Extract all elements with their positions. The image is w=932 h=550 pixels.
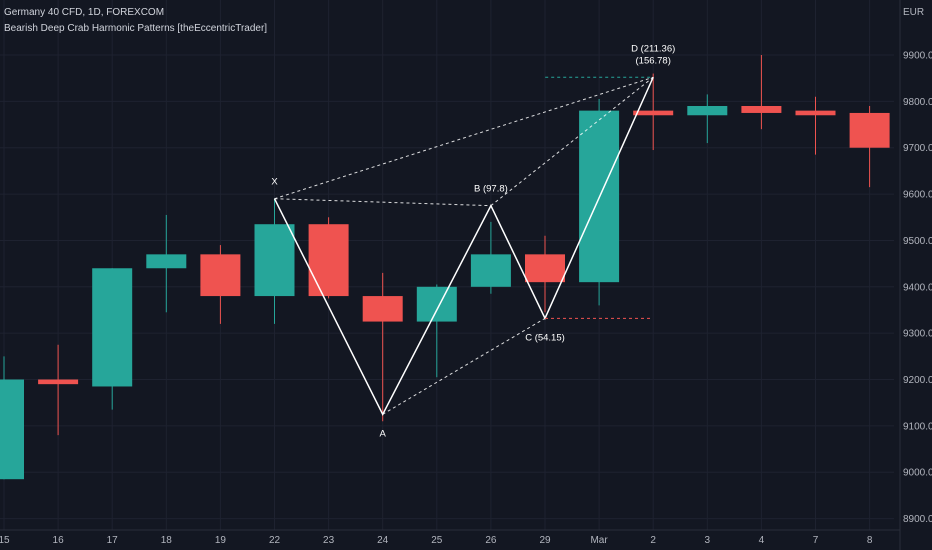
price-tick-label: 9500.0 bbox=[903, 236, 932, 247]
price-grid bbox=[0, 0, 894, 530]
candle-body bbox=[308, 224, 349, 297]
time-tick-label: 18 bbox=[161, 535, 173, 546]
candle-body bbox=[92, 268, 133, 387]
time-axis[interactable]: 15 16 17 18 19 22 23 24 25 26 29 Mar 2 3 4 7 8 bbox=[0, 529, 900, 546]
pattern-dashed-connector bbox=[274, 76, 654, 200]
time-tick-label: 25 bbox=[431, 535, 443, 546]
time-tick-label: 24 bbox=[377, 535, 389, 546]
candle-body bbox=[470, 254, 511, 287]
price-axis[interactable]: 8800.08900.09000.09100.09200.09300.09400… bbox=[899, 0, 932, 550]
candle-body bbox=[0, 379, 24, 480]
time-tick-label: 26 bbox=[485, 535, 497, 546]
time-tick-label: 3 bbox=[705, 535, 711, 546]
candle-body bbox=[633, 110, 674, 116]
time-tick-label: 8 bbox=[867, 535, 873, 546]
point-label-d: D (211.36) bbox=[631, 43, 675, 54]
candle-body bbox=[795, 110, 836, 116]
candle-body bbox=[849, 112, 890, 148]
price-tick-label: 9200.0 bbox=[903, 375, 932, 386]
time-tick-label: 2 bbox=[650, 535, 656, 546]
price-tick-label: 9000.0 bbox=[903, 468, 932, 479]
price-tick-label: 9600.0 bbox=[903, 190, 932, 201]
candle-body bbox=[200, 254, 241, 297]
candle-body bbox=[687, 105, 728, 116]
indicator-title[interactable]: Bearish Deep Crab Harmonic Patterns [the… bbox=[4, 23, 268, 34]
price-tick-label: 9800.0 bbox=[903, 97, 932, 108]
candle-body bbox=[525, 254, 565, 283]
time-tick-label: 4 bbox=[759, 535, 765, 546]
time-tick-label: 15 bbox=[0, 535, 10, 546]
pattern-dashed-connector bbox=[382, 317, 546, 415]
point-label-c: C (54.15) bbox=[525, 332, 565, 343]
currency-label: EUR bbox=[903, 7, 925, 18]
candle-body bbox=[362, 296, 403, 322]
candle-body bbox=[416, 286, 457, 322]
pattern-dashed-connector bbox=[274, 198, 491, 207]
price-tick-label: 9300.0 bbox=[903, 329, 932, 340]
candle-body bbox=[38, 379, 79, 385]
harmonic-pattern-layer: X A B (97.8) C (54.15) D (211.36)(156.78) bbox=[271, 43, 675, 439]
time-tick-label: Mar bbox=[590, 535, 608, 546]
time-tick-label: 7 bbox=[813, 535, 819, 546]
price-tick-label: 9700.0 bbox=[903, 143, 932, 154]
point-label-d-sub: (156.78) bbox=[636, 55, 671, 66]
price-tick-label: 9100.0 bbox=[903, 421, 932, 432]
time-tick-label: 17 bbox=[107, 535, 119, 546]
symbol-title: Germany 40 CFD, 1D, FOREXCOM bbox=[4, 7, 165, 18]
price-tick-label: 9900.0 bbox=[903, 51, 932, 62]
time-tick-label: 19 bbox=[215, 535, 227, 546]
candle-body bbox=[254, 224, 295, 297]
time-tick-label: 29 bbox=[539, 535, 551, 546]
time-tick-label: 23 bbox=[323, 535, 335, 546]
pattern-dashed-connector bbox=[490, 76, 654, 207]
point-label-a: A bbox=[380, 428, 387, 439]
time-tick-label: 22 bbox=[269, 535, 281, 546]
candles-layer bbox=[0, 55, 890, 480]
point-label-b: B (97.8) bbox=[474, 184, 508, 195]
point-label-x: X bbox=[271, 177, 278, 188]
price-tick-label: 8900.0 bbox=[903, 514, 932, 525]
candle-body bbox=[741, 105, 782, 113]
candle-body bbox=[146, 254, 187, 269]
price-tick-label: 9400.0 bbox=[903, 282, 932, 293]
time-tick-label: 16 bbox=[53, 535, 65, 546]
